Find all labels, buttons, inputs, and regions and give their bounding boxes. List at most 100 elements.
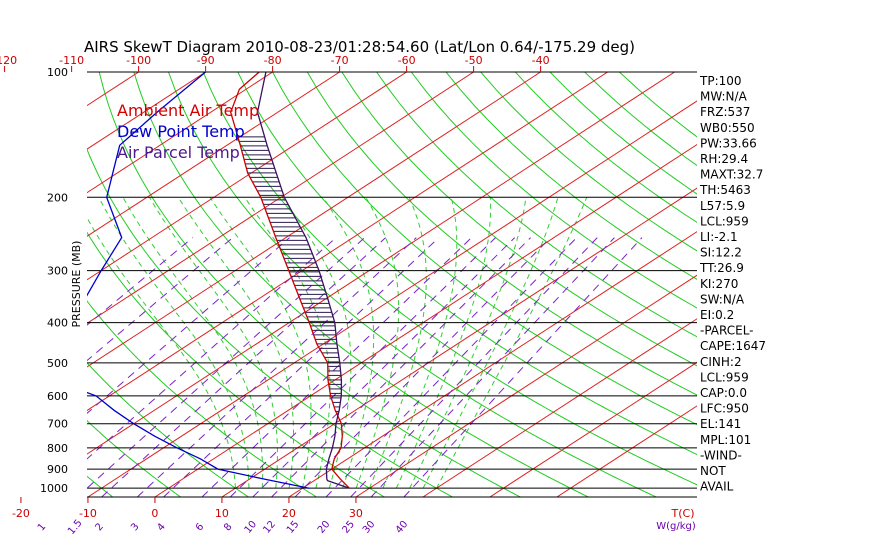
pressure-tick-label: 900 bbox=[47, 463, 68, 476]
temp-unit-label: T(C) bbox=[671, 507, 695, 520]
isotherm bbox=[0, 72, 5, 497]
index-item: SI:12.2 bbox=[700, 246, 742, 260]
bottom-temp-label: 0 bbox=[151, 507, 158, 520]
moist-adiabat bbox=[436, 197, 588, 489]
mixing-ratio-label: 10 bbox=[243, 519, 260, 536]
moist-adiabat bbox=[87, 216, 236, 489]
mixing-ratio-label: 40 bbox=[394, 519, 411, 536]
index-item: PW:33.66 bbox=[700, 136, 757, 150]
dry-adiabat bbox=[87, 362, 249, 497]
moist-adiabat bbox=[422, 197, 559, 489]
pressure-tick-labels: 1000 900 800 700 600 500 400 300 200 100 bbox=[40, 66, 68, 495]
isotherm bbox=[87, 72, 407, 281]
dry-adiabat bbox=[514, 72, 697, 223]
top-temp-label: -100 bbox=[126, 54, 151, 67]
top-temp-label: -50 bbox=[465, 54, 483, 67]
mixing-ratio-label: 12 bbox=[261, 519, 278, 536]
mixing-ratio-line bbox=[229, 237, 496, 497]
isotherm-lines bbox=[0, 72, 697, 497]
mixing-ratio-line bbox=[87, 237, 194, 326]
moist-adiabat bbox=[322, 197, 375, 489]
isobar-lines bbox=[87, 71, 697, 489]
pressure-tick-label: 100 bbox=[47, 66, 68, 79]
mixing-ratio-label: 1.5 bbox=[66, 518, 85, 537]
index-item: LFC:950 bbox=[700, 402, 749, 416]
index-item: CAP:0.0 bbox=[700, 386, 747, 400]
mixing-ratio-label: 30 bbox=[361, 519, 378, 536]
mixing-ratio-line bbox=[163, 237, 440, 497]
mixing-ratio-label: 15 bbox=[285, 519, 302, 536]
mixing-ratio-line bbox=[325, 237, 577, 497]
mixing-ratio-line bbox=[350, 237, 598, 497]
moist-adiabat bbox=[395, 197, 492, 489]
dry-adiabat bbox=[0, 72, 45, 497]
bottom-temp-label: 30 bbox=[349, 507, 363, 520]
top-temp-label: -60 bbox=[398, 54, 416, 67]
chart-title: AIRS SkewT Diagram 2010-08-23/01:28:54.6… bbox=[84, 38, 635, 56]
pressure-tick-label: 400 bbox=[47, 317, 68, 330]
top-temp-label: -80 bbox=[264, 54, 282, 67]
pressure-tick-label: 200 bbox=[47, 191, 68, 204]
index-item: TP:100 bbox=[699, 74, 742, 88]
pressure-tick-label: 700 bbox=[47, 418, 68, 431]
isotherm bbox=[556, 405, 697, 497]
y-axis-label: PRESSURE (MB) bbox=[70, 241, 83, 328]
top-temp-label: -120 bbox=[0, 54, 17, 67]
mixing-ratio-line bbox=[403, 237, 643, 497]
moist-adiabat bbox=[122, 197, 264, 489]
mixing-ratio-line bbox=[252, 237, 516, 497]
index-item: TT:26.9 bbox=[699, 261, 744, 275]
top-temp-label: -110 bbox=[59, 54, 84, 67]
mixing-ratio-label: 2 bbox=[93, 521, 106, 533]
bottom-temp-label: 10 bbox=[215, 507, 229, 520]
mixing-ratio-line bbox=[370, 237, 615, 497]
top-temp-ticks: -120 -110 -100 -90 -80 -70 -60 -50 -40 bbox=[0, 54, 550, 72]
index-item: LCL:959 bbox=[700, 370, 749, 384]
index-item: L57:5.9 bbox=[700, 199, 745, 213]
dry-adiabat bbox=[410, 72, 697, 309]
bottom-temp-label: -20 bbox=[12, 507, 30, 520]
dry-adiabat bbox=[87, 420, 181, 497]
moist-adiabat bbox=[209, 197, 312, 489]
index-item: -PARCEL- bbox=[700, 324, 754, 338]
index-item: CINH:2 bbox=[700, 355, 742, 369]
pressure-tick-label: 300 bbox=[47, 265, 68, 278]
index-item: WB0:550 bbox=[700, 121, 755, 135]
mixing-ratio-line bbox=[87, 237, 337, 460]
legend-entry: Dew Point Temp bbox=[117, 122, 245, 141]
dry-adiabat bbox=[87, 300, 317, 497]
isotherm bbox=[87, 72, 206, 150]
dry-adiabat bbox=[480, 72, 697, 252]
index-item: -WIND- bbox=[700, 448, 742, 462]
dry-adiabat bbox=[445, 72, 697, 280]
moist-adiabat bbox=[355, 197, 400, 489]
mixing-ratio-label: 1 bbox=[36, 521, 49, 533]
isotherm bbox=[87, 72, 474, 324]
dry-adiabat bbox=[237, 72, 697, 456]
mixing-ratio-label: 20 bbox=[316, 519, 333, 536]
isotherm bbox=[87, 100, 697, 497]
mixing-ratio-line bbox=[201, 237, 472, 497]
moist-adiabat bbox=[369, 197, 427, 489]
pressure-tick-label: 500 bbox=[47, 357, 68, 370]
cape-hatching bbox=[237, 136, 342, 417]
index-item: LI:-2.1 bbox=[700, 230, 738, 244]
index-item: MAXT:32.7 bbox=[700, 168, 763, 182]
dry-adiabat bbox=[272, 72, 697, 426]
index-item: CAPE:1647 bbox=[700, 339, 766, 353]
legend-entry: Air Parcel Temp bbox=[117, 143, 240, 162]
top-temp-label: -90 bbox=[197, 54, 215, 67]
bottom-temp-label: 20 bbox=[282, 507, 296, 520]
mixing-ratio-line bbox=[136, 237, 417, 497]
index-item: TH:5463 bbox=[699, 183, 751, 197]
mixing-ratio-label: 25 bbox=[340, 519, 357, 536]
top-temp-label: -40 bbox=[532, 54, 550, 67]
mixing-ratio-line bbox=[101, 237, 386, 497]
mixing-ratio-label: 6 bbox=[194, 521, 207, 533]
mixing-ratio-label: 3 bbox=[129, 521, 142, 533]
isotherm bbox=[87, 72, 608, 412]
